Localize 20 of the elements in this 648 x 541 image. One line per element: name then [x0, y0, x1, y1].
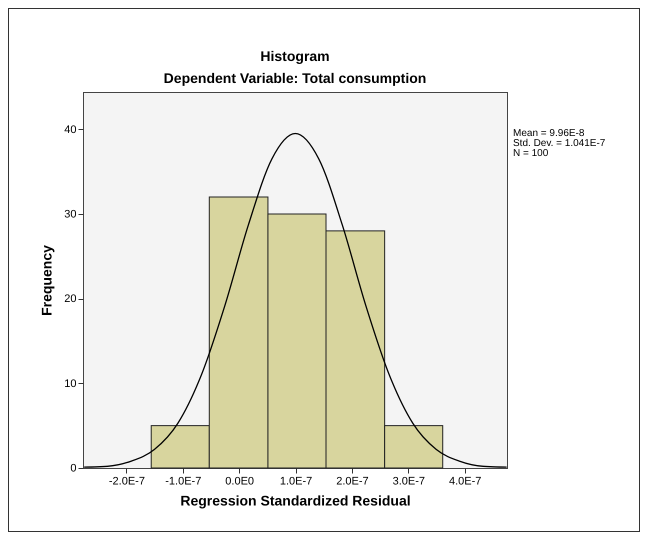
- x-tick-label: -2.0E-7: [108, 476, 145, 488]
- x-tick-label: 0.0E0: [225, 476, 254, 488]
- text: Mean = 9.96E-8: [513, 128, 585, 139]
- x-tick-label: 4.0E-7: [449, 476, 482, 488]
- y-tick-label: 30: [64, 208, 76, 220]
- text: Std. Dev. = 1.041E-7: [513, 138, 606, 149]
- x-axis-title: Regression Standardized Residual: [180, 492, 411, 508]
- y-axis-title: Frequency: [38, 244, 54, 316]
- y-tick-label: 20: [64, 293, 76, 306]
- chart-subtitle: Dependent Variable: Total consumption: [164, 70, 426, 86]
- line-series: [83, 132, 508, 468]
- chart-title: Histogram: [260, 48, 330, 64]
- x-tick-label: -1.0E-7: [165, 476, 202, 488]
- y-tick-label: 40: [64, 124, 76, 136]
- x-tick-label: 1.0E-7: [280, 476, 312, 488]
- text: N = 100: [513, 148, 549, 159]
- y-tick-label: 0: [70, 462, 76, 474]
- x-tick-label: 3.0E-7: [392, 476, 426, 488]
- y-tick-label: 10: [64, 378, 76, 390]
- x-tick-label: 2.0E-7: [336, 476, 369, 488]
